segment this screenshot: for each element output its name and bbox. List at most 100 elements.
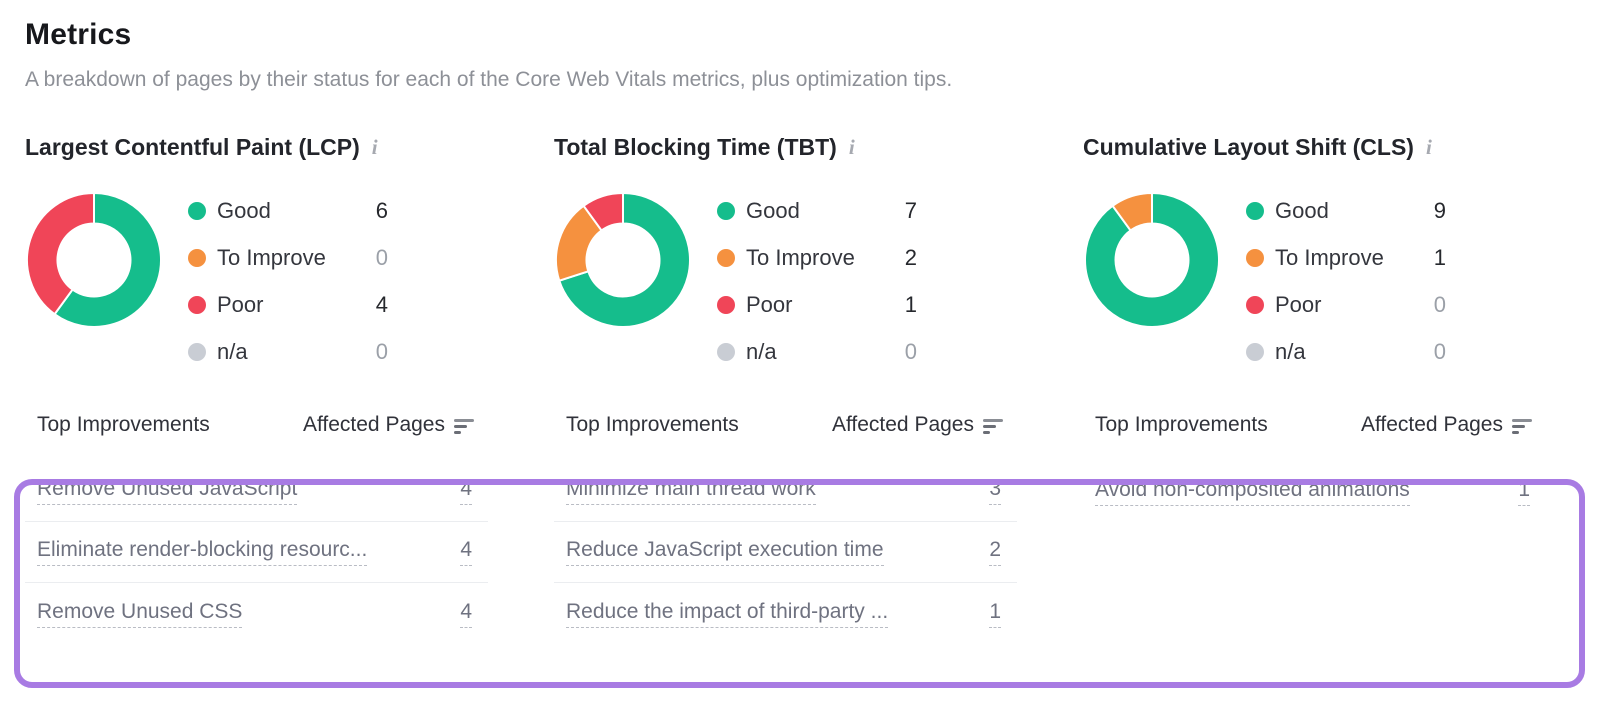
to-improve-dot-icon	[1246, 248, 1264, 267]
legend-count: 6	[375, 197, 388, 223]
page-subtitle: A breakdown of pages by their status for…	[25, 68, 953, 91]
metric-title-text: Largest Contentful Paint (LCP)	[25, 134, 360, 160]
improvement-row: Remove Unused JavaScript 4	[25, 461, 488, 522]
legend-item-good: Good 9	[1246, 187, 1446, 234]
legend-count: 0	[375, 338, 388, 364]
legend-label: Poor	[1275, 291, 1322, 317]
metric-title-lcp: Largest Contentful Paint (LCP) i	[25, 134, 488, 161]
na-dot-icon	[717, 342, 735, 361]
legend-label: To Improve	[1275, 244, 1384, 270]
poor-dot-icon	[717, 295, 735, 314]
legend-lcp: Good 6 To Improve 0 Poor 4	[188, 187, 388, 375]
metrics-columns: Largest Contentful Paint (LCP) i Good 6 …	[25, 134, 1600, 644]
improvement-row: Remove Unused CSS 4	[25, 583, 488, 644]
good-dot-icon	[717, 201, 735, 220]
affected-pages-header: Affected Pages	[302, 413, 445, 436]
legend-count: 7	[904, 197, 917, 223]
affected-pages-count[interactable]: 4	[460, 538, 472, 566]
legend-label: Good	[1275, 197, 1329, 223]
affected-pages-header: Affected Pages	[831, 413, 974, 436]
improvement-row: Eliminate render-blocking resourc... 4	[25, 522, 488, 583]
legend-label: Good	[217, 197, 271, 223]
improvement-link[interactable]: Remove Unused CSS	[37, 600, 243, 628]
legend-item-poor: Poor 4	[188, 281, 388, 328]
affected-pages-count[interactable]: 1	[1518, 478, 1530, 506]
legend-label: To Improve	[746, 244, 855, 270]
affected-pages-count[interactable]: 4	[460, 600, 472, 628]
affected-pages-count[interactable]: 1	[989, 600, 1001, 628]
legend-tbt: Good 7 To Improve 2 Poor 1	[717, 187, 917, 375]
legend-count: 0	[375, 244, 388, 270]
top-improvements-header: Top Improvements	[37, 413, 210, 436]
table-header: Top Improvements Affected Pages	[25, 413, 488, 437]
info-icon[interactable]: i	[371, 135, 378, 159]
metric-title-tbt: Total Blocking Time (TBT) i	[554, 134, 1017, 161]
legend-count: 0	[1433, 338, 1446, 364]
legend-item-good: Good 6	[188, 187, 388, 234]
improvements-table-tbt: Minimize main thread work 3 Reduce JavaS…	[554, 461, 1017, 644]
metric-section-cls: Cumulative Layout Shift (CLS) i Good 9 T…	[1083, 134, 1546, 644]
improvement-link[interactable]: Reduce JavaScript execution time	[566, 538, 884, 566]
improvements-table-lcp: Remove Unused JavaScript 4 Eliminate ren…	[25, 461, 488, 644]
legend-item-na: n/a 0	[188, 328, 388, 375]
sort-descending-icon[interactable]	[454, 417, 474, 434]
improvement-link[interactable]: Eliminate render-blocking resourc...	[37, 538, 368, 566]
improvement-row: Avoid non-composited animations 1	[1083, 461, 1546, 522]
good-dot-icon	[188, 201, 206, 220]
legend-cls: Good 9 To Improve 1 Poor 0	[1246, 187, 1446, 375]
metric-title-cls: Cumulative Layout Shift (CLS) i	[1083, 134, 1546, 161]
legend-count: 2	[904, 244, 917, 270]
legend-item-poor: Poor 0	[1246, 281, 1446, 328]
poor-dot-icon	[1246, 295, 1264, 314]
poor-dot-icon	[188, 295, 206, 314]
legend-item-na: n/a 0	[717, 328, 917, 375]
na-dot-icon	[1246, 342, 1264, 361]
table-header: Top Improvements Affected Pages	[554, 413, 1017, 437]
improvements-table-cls: Avoid non-composited animations 1	[1083, 461, 1546, 522]
sort-descending-icon[interactable]	[983, 417, 1003, 434]
donut-chart-cls	[1083, 191, 1221, 329]
chart-row: Good 9 To Improve 1 Poor 0	[1083, 187, 1546, 375]
donut-chart-lcp	[25, 191, 163, 329]
legend-label: Good	[746, 197, 800, 223]
legend-item-poor: Poor 1	[717, 281, 917, 328]
affected-pages-header: Affected Pages	[1360, 413, 1503, 436]
improvement-row: Reduce JavaScript execution time 2	[554, 522, 1017, 583]
good-dot-icon	[1246, 201, 1264, 220]
improvement-link[interactable]: Minimize main thread work	[566, 477, 816, 505]
metric-section-tbt: Total Blocking Time (TBT) i Good 7 To Im…	[554, 134, 1017, 644]
to-improve-dot-icon	[188, 248, 206, 267]
sort-descending-icon[interactable]	[1512, 417, 1532, 434]
improvement-link[interactable]: Avoid non-composited animations	[1095, 478, 1410, 506]
affected-pages-count[interactable]: 4	[460, 477, 472, 505]
metrics-panel: Metrics A breakdown of pages by their st…	[25, 18, 1600, 644]
legend-label: n/a	[217, 338, 248, 364]
improvement-row: Minimize main thread work 3	[554, 461, 1017, 522]
chart-row: Good 7 To Improve 2 Poor 1	[554, 187, 1017, 375]
improvement-row: Reduce the impact of third-party ... 1	[554, 583, 1017, 644]
legend-item-to-improve: To Improve 0	[188, 234, 388, 281]
top-improvements-header: Top Improvements	[1095, 413, 1268, 436]
legend-label: n/a	[1275, 338, 1306, 364]
legend-item-to-improve: To Improve 2	[717, 234, 917, 281]
to-improve-dot-icon	[717, 248, 735, 267]
legend-count: 1	[904, 291, 917, 317]
metric-section-lcp: Largest Contentful Paint (LCP) i Good 6 …	[25, 134, 488, 644]
legend-count: 0	[904, 338, 917, 364]
legend-label: Poor	[217, 291, 264, 317]
legend-count: 1	[1433, 244, 1446, 270]
metric-title-text: Total Blocking Time (TBT)	[554, 134, 837, 160]
legend-label: To Improve	[217, 244, 326, 270]
chart-row: Good 6 To Improve 0 Poor 4	[25, 187, 488, 375]
metric-title-text: Cumulative Layout Shift (CLS)	[1083, 134, 1414, 160]
improvement-link[interactable]: Remove Unused JavaScript	[37, 477, 298, 505]
info-icon[interactable]: i	[1425, 135, 1432, 159]
legend-count: 0	[1433, 291, 1446, 317]
donut-chart-tbt	[554, 191, 692, 329]
improvement-link[interactable]: Reduce the impact of third-party ...	[566, 600, 889, 628]
table-header: Top Improvements Affected Pages	[1083, 413, 1546, 437]
na-dot-icon	[188, 342, 206, 361]
affected-pages-count[interactable]: 3	[989, 477, 1001, 505]
info-icon[interactable]: i	[848, 135, 855, 159]
affected-pages-count[interactable]: 2	[989, 538, 1001, 566]
